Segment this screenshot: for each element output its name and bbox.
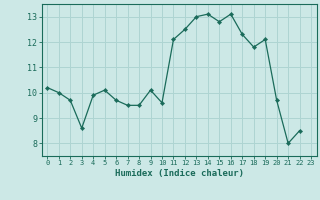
X-axis label: Humidex (Indice chaleur): Humidex (Indice chaleur)	[115, 169, 244, 178]
